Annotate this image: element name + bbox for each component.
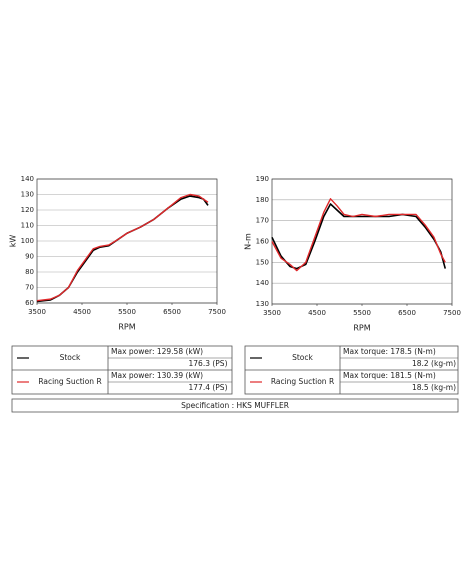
x-tick-label: 5500 [353, 309, 371, 317]
spec-table: Stock Max torque: 178.5 (N-m) 18.2 (kg-m) R… [244, 345, 459, 395]
y-tick-label: 130 [256, 300, 269, 308]
y-tick-label: 90 [25, 253, 34, 261]
y-tick-label: 70 [25, 284, 34, 292]
y-tick-label: 100 [21, 237, 34, 245]
series-line [36, 193, 209, 302]
y-tick-label: 140 [256, 279, 269, 287]
legend-label: Racing Suction R [271, 377, 334, 386]
y-tick-label: 80 [25, 268, 34, 276]
plot-frame [36, 178, 218, 304]
y-tick-label: 150 [256, 258, 269, 266]
x-tick-label: 7500 [208, 308, 226, 316]
y-tick-label: 60 [25, 299, 34, 307]
spec-value: Max torque: 178.5 (N-m) [343, 347, 436, 356]
specification: Specification : HKS MUFFLER [181, 401, 289, 410]
spec-value: 18.5 (kg-m) [412, 383, 456, 392]
spec-value: 177.4 (PS) [189, 383, 228, 392]
series-line [271, 198, 446, 272]
legend-label: Stock [60, 353, 81, 362]
x-tick-label: 5500 [118, 308, 136, 316]
y-tick-label: 180 [256, 196, 269, 204]
y-axis-label: kW [9, 235, 18, 248]
y-tick-label: 190 [256, 175, 269, 183]
spec-value: 176.3 (PS) [189, 359, 228, 368]
y-tick-label: 120 [21, 206, 34, 214]
x-tick-label: 3500 [263, 309, 281, 317]
y-tick-label: 160 [256, 238, 269, 246]
x-tick-label: 6500 [398, 309, 416, 317]
spec-table: Stock Max power: 129.58 (kW) 176.3 (PS) Rac… [11, 345, 233, 395]
legend-label: Stock [292, 353, 313, 362]
legend-label: Racing Suction R [38, 377, 101, 386]
x-tick-label: 3500 [28, 308, 46, 316]
y-tick-label: 130 [21, 191, 34, 199]
spec-value: Max power: 129.58 (kW) [111, 347, 203, 356]
spec-value: Max power: 130.39 (kW) [111, 371, 203, 380]
series-line [271, 203, 447, 270]
y-tick-label: 170 [256, 217, 269, 225]
x-tick-label: 4500 [308, 309, 326, 317]
spec-value: Max torque: 181.5 (N-m) [343, 371, 436, 380]
spec-box [11, 398, 459, 413]
spec-value: 18.2 (kg-m) [412, 359, 456, 368]
y-tick-label: 140 [21, 175, 34, 183]
x-axis-label: RPM [353, 324, 370, 333]
x-tick-label: 7500 [443, 309, 461, 317]
y-axis-label: N-m [244, 233, 253, 250]
x-tick-label: 6500 [163, 308, 181, 316]
x-tick-label: 4500 [73, 308, 91, 316]
y-tick-label: 110 [21, 222, 34, 230]
x-axis-label: RPM [118, 323, 135, 332]
